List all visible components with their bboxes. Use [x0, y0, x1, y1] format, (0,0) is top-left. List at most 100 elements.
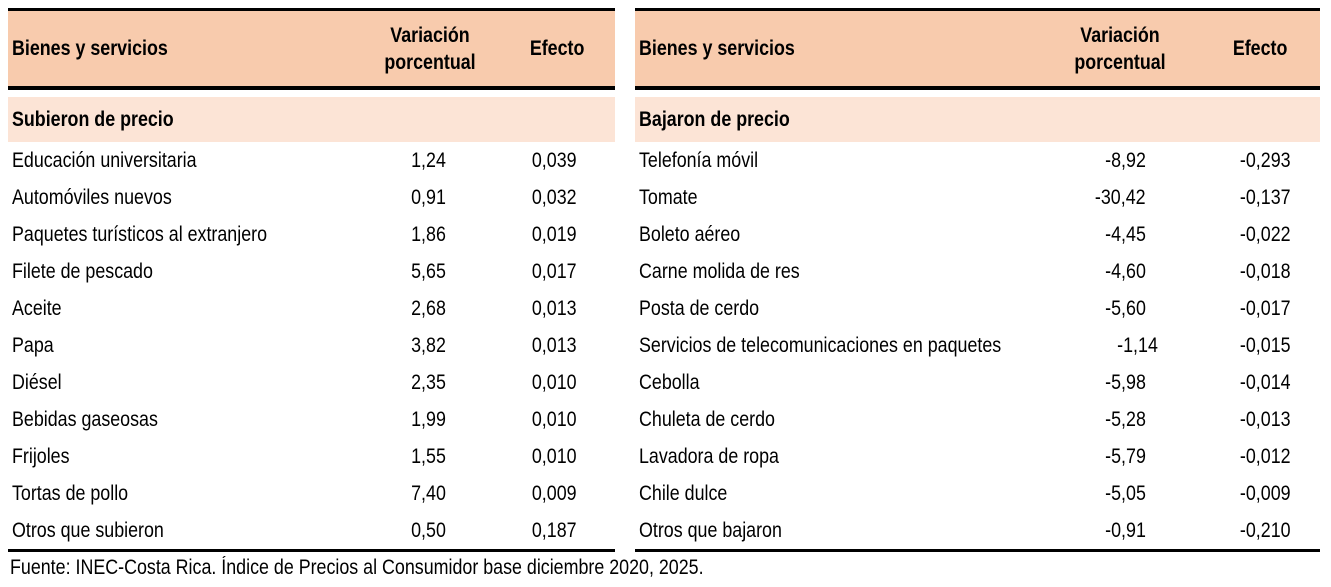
- effect-value: 0,010: [500, 371, 615, 395]
- item-label: Carne molida de res: [635, 260, 1040, 284]
- item-label: Diésel: [8, 371, 360, 395]
- effect-value: 0,009: [500, 482, 615, 506]
- col-header-variacion-porcentual: Variación porcentual: [384, 23, 476, 74]
- variation-value: -4,45: [1040, 223, 1200, 247]
- effect-value: 0,010: [500, 445, 615, 469]
- item-label: Chuleta de cerdo: [635, 408, 1040, 432]
- variation-value: 5,65: [360, 260, 500, 284]
- item-label-text: Papa: [12, 333, 54, 357]
- table-row: Tortas de pollo 7,40 0,009: [8, 475, 615, 512]
- variation-value-text: 1,86: [411, 222, 446, 246]
- item-label: Cebolla: [635, 371, 1040, 395]
- effect-value: -0,013: [1200, 408, 1320, 432]
- variation-value: -5,60: [1040, 297, 1200, 321]
- variation-value-text: -8,92: [1105, 148, 1146, 172]
- variation-value-text: 1,99: [411, 407, 446, 431]
- col-header-bienes-y-servicios: Bienes y servicios: [12, 37, 168, 60]
- effect-value-text: 0,039: [532, 148, 577, 172]
- variation-value: 7,40: [360, 482, 500, 506]
- variation-value-text: 2,68: [411, 296, 446, 320]
- table-row: Tomate -30,42 -0,137: [635, 179, 1320, 216]
- table-row: Otros que bajaron -0,91 -0,210: [635, 512, 1320, 549]
- effect-value-text: 0,019: [532, 222, 577, 246]
- table-row: Educación universitaria 1,24 0,039: [8, 142, 615, 179]
- variation-value: -5,98: [1040, 371, 1200, 395]
- effect-value: -0,014: [1200, 371, 1320, 395]
- item-label-text: Aceite: [12, 296, 62, 320]
- effect-value: -0,293: [1200, 149, 1320, 173]
- variation-value-text: 1,24: [411, 148, 446, 172]
- source-note: Fuente: INEC-Costa Rica. Índice de Preci…: [8, 553, 1331, 583]
- variation-value-text: -5,05: [1105, 481, 1146, 505]
- item-label: Automóviles nuevos: [8, 186, 360, 210]
- variation-value: 1,24: [360, 149, 500, 173]
- variation-value-text: 7,40: [411, 481, 446, 505]
- table-row: Cebolla -5,98 -0,014: [635, 364, 1320, 401]
- effect-value: -0,022: [1200, 223, 1320, 247]
- table-row: Bebidas gaseosas 1,99 0,010: [8, 401, 615, 438]
- table-row: Servicios de telecomunicaciones en paque…: [635, 327, 1320, 364]
- item-label: Aceite: [8, 297, 360, 321]
- table-row: Posta de cerdo -5,60 -0,017: [635, 290, 1320, 327]
- item-label: Posta de cerdo: [635, 297, 1040, 321]
- effect-value: 0,032: [500, 186, 615, 210]
- item-label-text: Automóviles nuevos: [12, 185, 172, 209]
- variation-value: -1,14: [1065, 334, 1212, 358]
- item-label: Servicios de telecomunicaciones en paque…: [635, 334, 1065, 358]
- variation-value: 0,91: [360, 186, 500, 210]
- effect-value: -0,015: [1212, 334, 1320, 358]
- effect-value: -0,012: [1200, 445, 1320, 469]
- table-row: Otros que subieron 0,50 0,187: [8, 512, 615, 549]
- table-row: Automóviles nuevos 0,91 0,032: [8, 179, 615, 216]
- item-label-text: Telefonía móvil: [639, 148, 759, 172]
- variation-value-text: 0,91: [411, 185, 446, 209]
- item-label-text: Diésel: [12, 370, 62, 394]
- item-label: Educación universitaria: [8, 149, 360, 173]
- effect-value-text: -0,017: [1240, 296, 1291, 320]
- variation-value: 1,55: [360, 445, 500, 469]
- effect-value-text: -0,013: [1240, 407, 1291, 431]
- variation-value: -0,91: [1040, 519, 1200, 543]
- effect-value-text: 0,013: [532, 333, 577, 357]
- effect-value-text: 0,009: [532, 481, 577, 505]
- section-label: Subieron de precio: [12, 107, 174, 131]
- tables-row: Bienes y servicios Variación porcentual …: [8, 8, 1331, 552]
- variation-value: -4,60: [1040, 260, 1200, 284]
- item-label-text: Filete de pescado: [12, 259, 153, 283]
- variation-value: 2,35: [360, 371, 500, 395]
- table-header-row: Bienes y servicios Variación porcentual …: [635, 8, 1320, 90]
- item-label: Bebidas gaseosas: [8, 408, 360, 432]
- item-label: Frijoles: [8, 445, 360, 469]
- variation-value: 2,68: [360, 297, 500, 321]
- variation-value-text: -5,60: [1105, 296, 1146, 320]
- variation-value-text: -1,14: [1116, 333, 1158, 357]
- item-label: Lavadora de ropa: [635, 445, 1040, 469]
- table-row: Paquetes turísticos al extranjero 1,86 0,0…: [8, 216, 615, 253]
- variation-value-text: 0,50: [411, 518, 446, 542]
- item-label: Paquetes turísticos al extranjero: [8, 223, 360, 247]
- variation-value: 3,82: [360, 334, 500, 358]
- effect-value: -0,009: [1200, 482, 1320, 506]
- effect-value-text: 0,010: [532, 407, 577, 431]
- effect-value: 0,187: [500, 519, 615, 543]
- item-label-text: Posta de cerdo: [639, 296, 760, 320]
- effect-value: 0,013: [500, 334, 615, 358]
- item-label: Otros que bajaron: [635, 519, 1040, 543]
- table-row: Diésel 2,35 0,010: [8, 364, 615, 401]
- item-label-text: Carne molida de res: [639, 259, 800, 283]
- col-header-efecto: Efecto: [1232, 37, 1288, 60]
- variation-value-text: -30,42: [1095, 185, 1146, 209]
- item-label-text: Cebolla: [639, 370, 700, 394]
- variation-value: -5,28: [1040, 408, 1200, 432]
- item-label-text: Servicios de telecomunicaciones en paque…: [639, 333, 1002, 357]
- item-label-text: Lavadora de ropa: [639, 444, 779, 468]
- variation-value: 1,86: [360, 223, 500, 247]
- variation-value-text: -5,79: [1105, 444, 1146, 468]
- effect-value: -0,018: [1200, 260, 1320, 284]
- variation-value-text: -5,98: [1105, 370, 1146, 394]
- variation-value-text: 3,82: [411, 333, 446, 357]
- item-label-text: Tortas de pollo: [12, 481, 129, 505]
- effect-value: 0,019: [500, 223, 615, 247]
- variation-value-text: 1,55: [411, 444, 446, 468]
- effect-value-text: 0,017: [532, 259, 577, 283]
